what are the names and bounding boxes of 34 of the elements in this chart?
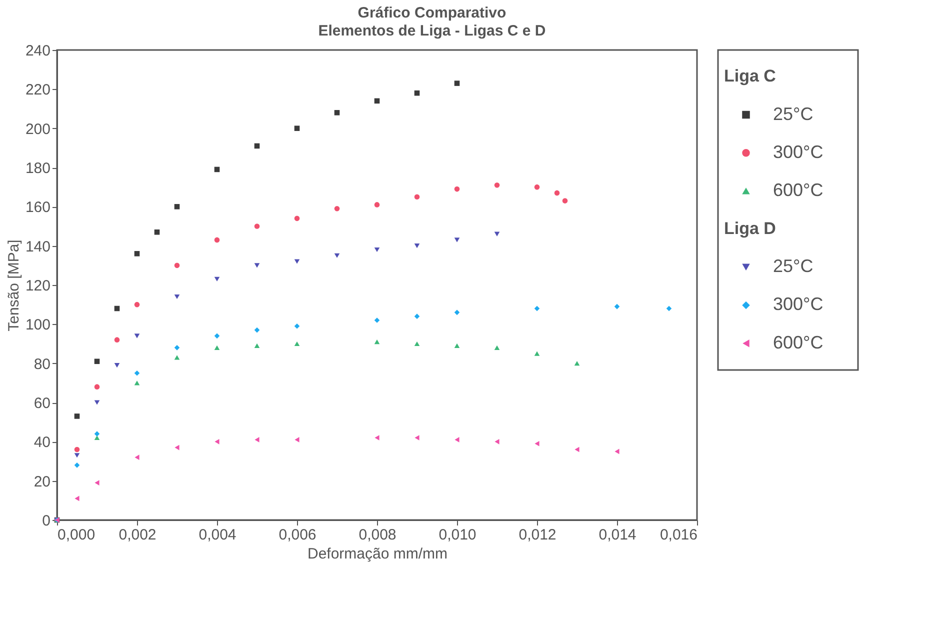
- y-tick-label: 40: [34, 434, 50, 452]
- legend-label: 25°C: [773, 104, 814, 124]
- text: Liga D: [724, 219, 776, 238]
- legend-label: 25°C: [773, 256, 814, 276]
- y-tick-label: 220: [25, 82, 50, 99]
- x-tick-label: 0,012: [518, 526, 556, 544]
- x-axis-title: Deformação mm/mm: [307, 546, 448, 562]
- y-tick-label: 80: [34, 356, 50, 373]
- y-tick-label: 240: [25, 42, 50, 60]
- y-tick-label: 200: [25, 120, 50, 138]
- y-tick-label: 160: [25, 199, 50, 216]
- x-tick-label: 0,014: [598, 526, 636, 544]
- x-tick-label: 0,004: [198, 526, 236, 544]
- x-tick-label: 0,016: [660, 526, 698, 544]
- chart-title: Gráfico Comparativo: [358, 4, 506, 22]
- y-tick-label: 120: [25, 278, 50, 294]
- y-tick-label: 60: [34, 395, 50, 412]
- text: Liga C: [724, 66, 776, 86]
- x-tick-label: 0,002: [118, 526, 156, 544]
- legend-label: 300°C: [773, 294, 824, 314]
- legend-label: 300°C: [773, 142, 824, 162]
- y-tick-label: 100: [25, 316, 50, 334]
- legend-label: 600°C: [773, 332, 824, 352]
- chart-subtitle: Elementos de Liga - Ligas C e D: [318, 22, 546, 40]
- y-axis-title: Tensão [MPa]: [5, 240, 22, 332]
- y-tick-label: 0: [42, 512, 50, 530]
- x-tick-label: 0,010: [438, 526, 476, 544]
- y-tick-label: 140: [25, 238, 50, 256]
- y-tick-label: 180: [25, 160, 50, 177]
- x-tick-label: 0,000: [58, 526, 96, 544]
- y-tick-label: 20: [34, 473, 50, 490]
- x-tick-label: 0,006: [278, 526, 316, 544]
- x-tick-label: 0,008: [358, 526, 396, 544]
- legend-label: 600°C: [773, 180, 824, 200]
